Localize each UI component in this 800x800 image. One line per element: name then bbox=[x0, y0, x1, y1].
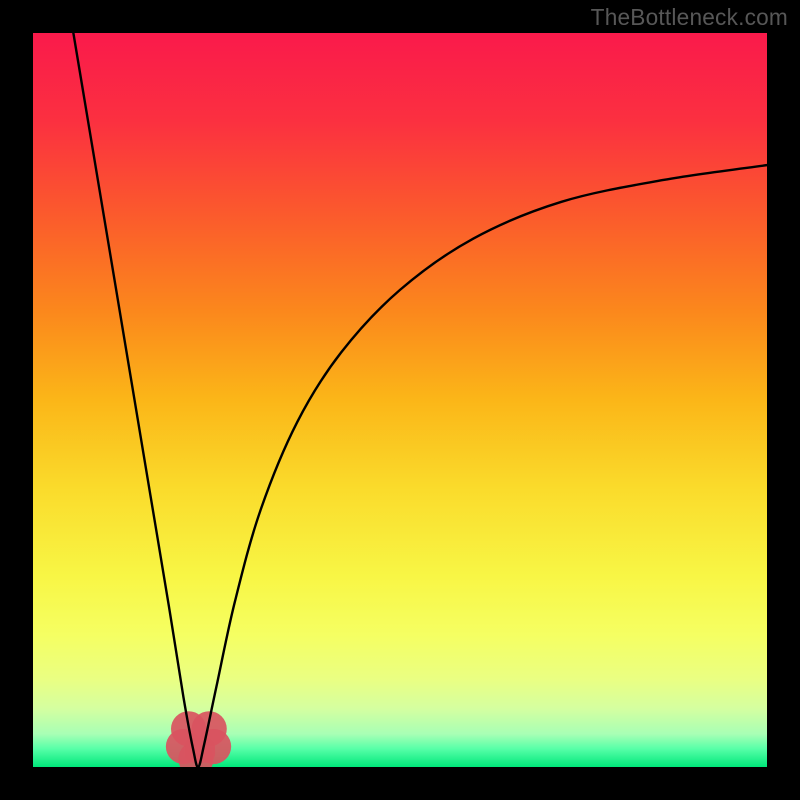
attribution-text: TheBottleneck.com bbox=[591, 4, 788, 31]
gradient-background bbox=[33, 33, 767, 767]
bottleneck-curve-chart bbox=[0, 0, 800, 800]
figure-root: TheBottleneck.com bbox=[0, 0, 800, 800]
